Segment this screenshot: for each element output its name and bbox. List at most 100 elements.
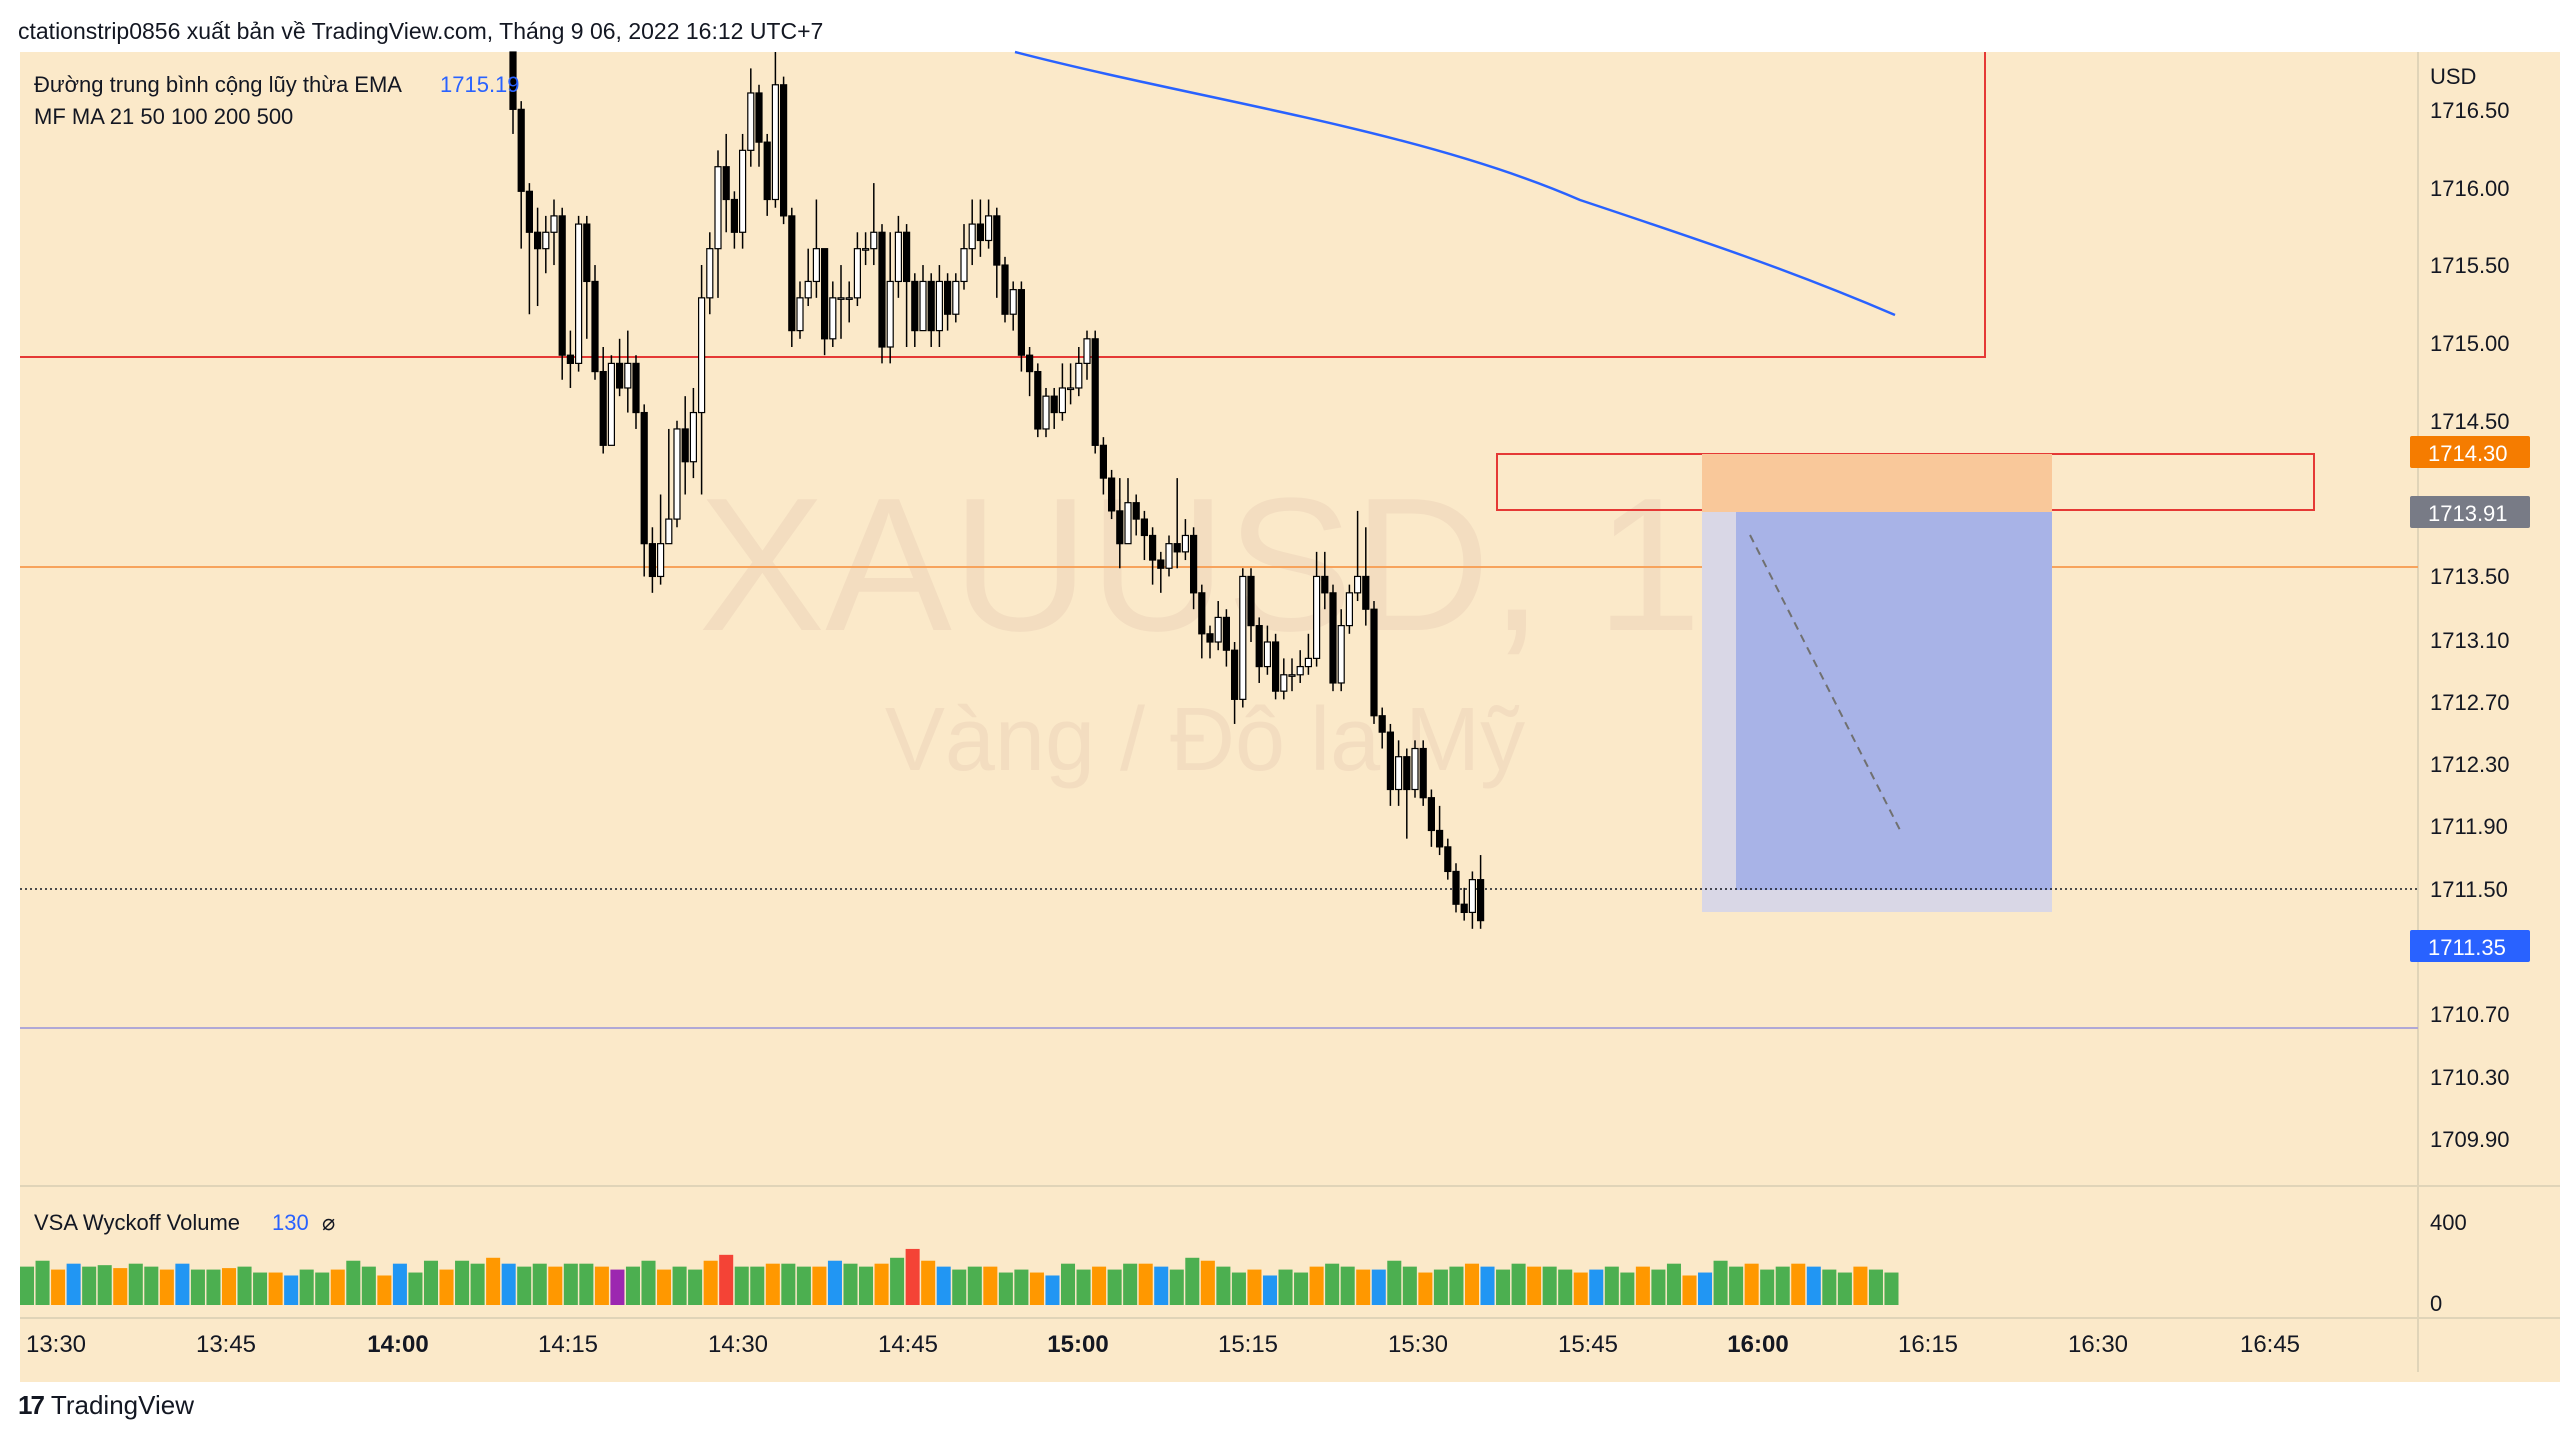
candle[interactable]	[1263, 625, 1272, 675]
candle[interactable]	[1058, 363, 1067, 421]
candle[interactable]	[935, 265, 944, 347]
candle[interactable]	[1460, 887, 1468, 921]
candle[interactable]	[1444, 838, 1452, 880]
candle[interactable]	[738, 133, 747, 249]
candle[interactable]	[1083, 330, 1091, 380]
candle[interactable]	[550, 199, 558, 266]
candle[interactable]	[976, 199, 985, 257]
candle[interactable]	[673, 420, 681, 528]
candle[interactable]	[574, 215, 583, 372]
candle[interactable]	[886, 232, 894, 364]
volume-indicator-label[interactable]: VSA Wyckoff Volume	[34, 1210, 240, 1235]
candle[interactable]	[788, 207, 796, 347]
candle[interactable]	[1198, 584, 1206, 659]
candle[interactable]	[755, 84, 763, 167]
candle[interactable]	[1419, 740, 1427, 806]
candle[interactable]	[697, 265, 706, 495]
candle[interactable]	[837, 265, 845, 339]
candle[interactable]	[1132, 494, 1140, 536]
price-scale-area[interactable]	[2418, 52, 2560, 1382]
candle[interactable]	[1230, 642, 1239, 724]
candle[interactable]	[1025, 347, 1034, 397]
candle[interactable]	[1124, 478, 1132, 545]
candle[interactable]	[1091, 330, 1099, 454]
candle[interactable]	[1370, 601, 1378, 724]
candle[interactable]	[1099, 437, 1108, 495]
candle[interactable]	[1214, 601, 1222, 651]
candle[interactable]	[1452, 863, 1460, 913]
candle[interactable]	[829, 281, 837, 347]
candle[interactable]	[1034, 363, 1042, 438]
candle[interactable]	[1427, 789, 1436, 847]
candle[interactable]	[1345, 584, 1354, 634]
short-position-tool[interactable]	[1702, 454, 2052, 912]
candle[interactable]	[927, 273, 935, 347]
candle[interactable]	[763, 133, 771, 216]
candle[interactable]	[1075, 347, 1083, 397]
candle[interactable]	[1337, 609, 1345, 692]
candle[interactable]	[656, 494, 665, 585]
candle[interactable]	[1206, 625, 1214, 659]
candle[interactable]	[599, 347, 607, 454]
candle[interactable]	[820, 248, 829, 356]
candle[interactable]	[525, 183, 534, 315]
candle[interactable]	[632, 355, 640, 429]
candle[interactable]	[624, 330, 632, 413]
candle[interactable]	[845, 281, 853, 323]
candle[interactable]	[1181, 519, 1190, 561]
candle[interactable]	[919, 265, 927, 332]
candle[interactable]	[1140, 510, 1149, 561]
candle[interactable]	[894, 215, 903, 298]
candle[interactable]	[1394, 740, 1403, 806]
candle[interactable]	[566, 330, 575, 388]
candle[interactable]	[1239, 568, 1247, 708]
candle[interactable]	[583, 215, 591, 339]
candle[interactable]	[542, 215, 550, 274]
candle[interactable]	[1362, 527, 1370, 626]
candle[interactable]	[870, 183, 878, 266]
candle[interactable]	[747, 68, 755, 167]
candle[interactable]	[1042, 387, 1050, 438]
supply-zone-upper[interactable]	[20, 52, 1986, 358]
candle[interactable]	[509, 51, 517, 134]
candle[interactable]	[1116, 478, 1124, 569]
candle[interactable]	[1009, 281, 1017, 331]
candle[interactable]	[591, 265, 599, 380]
candle[interactable]	[1435, 805, 1444, 856]
candle[interactable]	[1255, 617, 1263, 683]
candle[interactable]	[952, 273, 960, 323]
candle[interactable]	[1222, 609, 1231, 667]
candle[interactable]	[1165, 535, 1173, 577]
candle[interactable]	[722, 133, 730, 233]
candle[interactable]	[1468, 871, 1477, 929]
candle[interactable]	[640, 404, 648, 577]
candle[interactable]	[1271, 633, 1280, 700]
ema-indicator-label[interactable]: Đường trung bình cộng lũy thừa EMA	[34, 72, 402, 97]
candle[interactable]	[1411, 740, 1419, 798]
candle[interactable]	[1247, 568, 1255, 642]
candle[interactable]	[911, 273, 919, 347]
candle[interactable]	[1280, 658, 1288, 700]
candle[interactable]	[714, 150, 722, 298]
price-axis[interactable]: 1716.50 1716.00 1715.50 1715.00 1714.50 1713.…	[2430, 98, 2510, 1152]
candle[interactable]	[1329, 584, 1337, 692]
candle[interactable]	[878, 224, 886, 364]
candle[interactable]	[984, 199, 993, 249]
ma-indicator-label[interactable]: MF MA 21 50 100 200 500	[34, 104, 293, 129]
candle[interactable]	[689, 387, 698, 479]
candle[interactable]	[804, 248, 812, 307]
candle[interactable]	[1296, 650, 1304, 683]
candle[interactable]	[796, 281, 804, 339]
candle[interactable]	[853, 232, 862, 307]
candle[interactable]	[902, 224, 911, 347]
candle[interactable]	[730, 191, 739, 249]
candle[interactable]	[993, 207, 1001, 298]
candle[interactable]	[1050, 387, 1058, 429]
candle[interactable]	[1017, 281, 1026, 372]
candle[interactable]	[1304, 633, 1313, 675]
candle[interactable]	[943, 273, 952, 331]
time-axis[interactable]: 13:30 13:45 14:00 14:15 14:30 14:45 15:00 15:15…	[26, 1331, 2300, 1358]
ema-line[interactable]	[1014, 50, 1896, 317]
footer-brand[interactable]: 17 TradingView	[18, 1390, 194, 1421]
